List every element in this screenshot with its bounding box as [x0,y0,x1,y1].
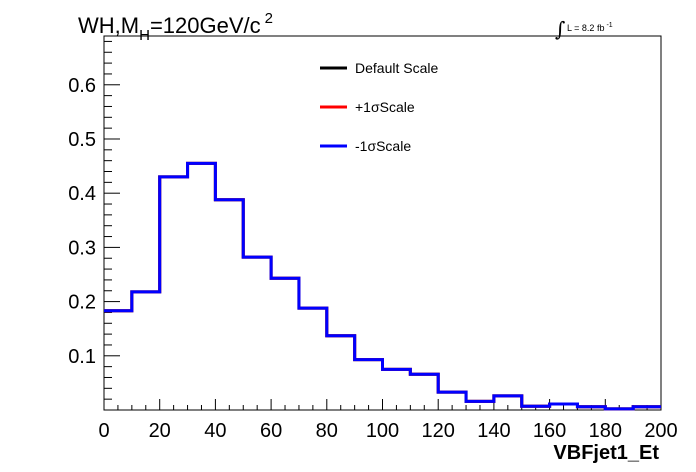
series-line-3 [104,161,661,411]
y-tick-label: 0.4 [68,183,96,205]
legend-label: +1σScale [355,99,415,115]
legend-label: -1σScale [355,138,411,154]
x-axis-label: VBFjet1_Et [553,442,659,464]
legend: Default Scale +1σScale -1σScale [320,60,438,154]
axes: 0 20 40 60 80 100 120 140 160 180 200 0.1 0.2 0.3 0.4 0… [68,40,678,442]
y-tick-label: 0.6 [68,75,96,97]
x-tick-label: 120 [422,420,455,442]
luminosity-text: L = 8.2 fb -1 [567,22,613,33]
luminosity-annotation: ∫ L = 8.2 fb -1 [555,17,613,41]
integral-symbol: ∫ [555,17,565,41]
x-tick-label: 40 [204,420,226,442]
series-layer [104,161,661,411]
y-tick-label: 0.2 [68,292,96,314]
y-tick-label: 0.5 [68,129,96,151]
x-tick-label: 0 [98,420,109,442]
x-tick-label: 180 [589,420,622,442]
x-tick-label: 60 [260,420,282,442]
x-tick-label: 140 [477,420,510,442]
x-tick-label: 80 [316,420,338,442]
x-tick-label: 160 [533,420,566,442]
y-tick-label: 0.3 [68,237,96,259]
y-tick-label: 0.1 [68,346,96,368]
x-tick-label: 100 [366,420,399,442]
legend-label: Default Scale [355,60,438,76]
x-tick-label: 20 [149,420,171,442]
x-tick-label: 200 [644,420,677,442]
chart-title-superscript: 2 [265,10,273,27]
